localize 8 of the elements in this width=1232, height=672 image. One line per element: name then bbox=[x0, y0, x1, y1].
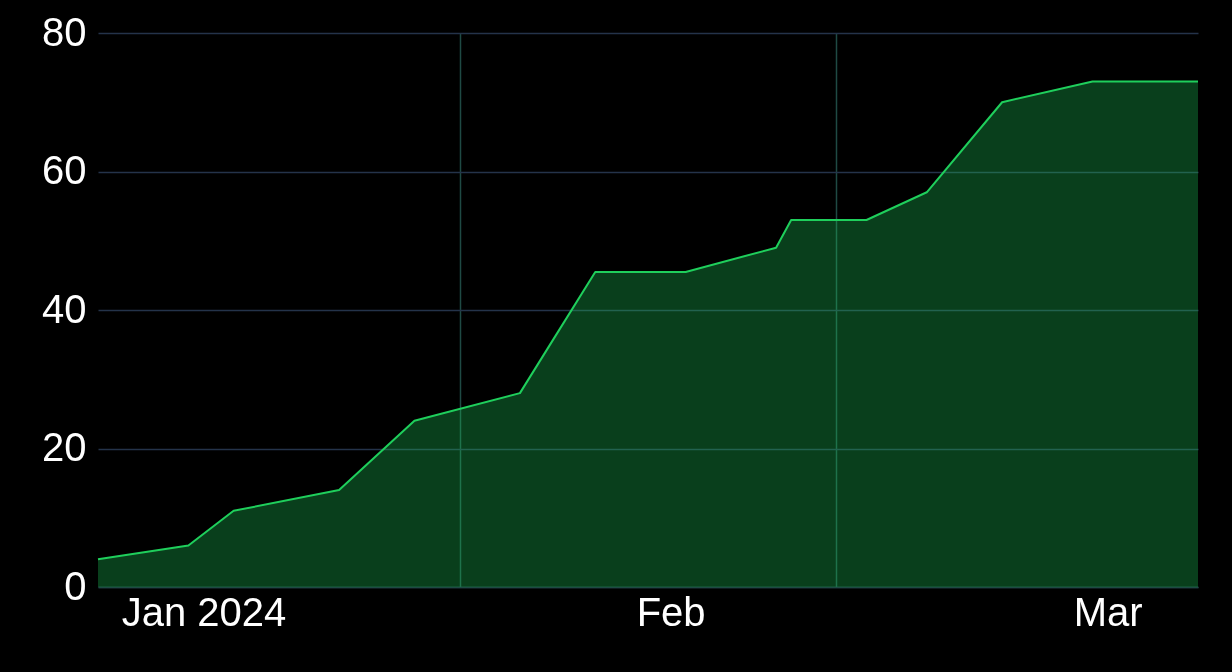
x-tick-label: Feb bbox=[636, 589, 706, 634]
x-tick-label: Mar bbox=[1073, 589, 1143, 634]
y-tick-label: 60 bbox=[42, 148, 87, 192]
y-tick-label: 80 bbox=[42, 9, 87, 54]
y-tick-label: 20 bbox=[42, 425, 87, 469]
y-tick-label: 0 bbox=[64, 563, 87, 608]
y-tick-label: 40 bbox=[42, 286, 87, 331]
x-tick-label: Jan 2024 bbox=[121, 589, 287, 634]
